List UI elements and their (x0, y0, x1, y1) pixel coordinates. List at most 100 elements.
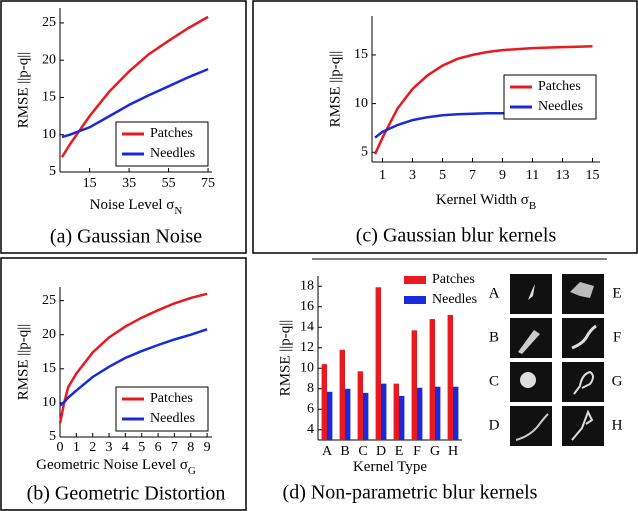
x-tick-label: F (413, 444, 421, 459)
y-tick-label: 5 (49, 429, 56, 444)
y-tick-label: 6 (307, 401, 314, 416)
y-tick-label: 5 (49, 164, 56, 179)
x-axis-label: Geometric Noise Level σG (36, 457, 196, 476)
legend-label: Needles (432, 292, 477, 307)
bar (412, 330, 417, 440)
legend-label: Needles (150, 146, 195, 161)
kernel-label: C (489, 373, 499, 389)
x-tick-label: 6 (155, 440, 162, 455)
bar (327, 392, 332, 440)
x-axis-label-main: Kernel Type (353, 459, 427, 475)
x-tick-label: 3 (106, 440, 113, 455)
kernel-label: A (489, 285, 500, 301)
y-axis-label: RMSE ||p-q|| (327, 51, 343, 128)
y-tick-label: 8 (307, 381, 314, 396)
kernel-label: H (612, 417, 623, 433)
bar (363, 393, 368, 440)
y-tick-label: 25 (42, 15, 56, 30)
y-tick-label: 5 (361, 144, 368, 159)
kernel-label: E (612, 285, 621, 301)
x-axis-label-main: Geometric Noise Level σ (36, 457, 188, 473)
legend-label: Needles (538, 99, 583, 114)
y-tick-label: 15 (42, 361, 56, 376)
y-tick-label: 10 (42, 127, 56, 142)
kernel-label: D (489, 417, 500, 433)
legend-label: Patches (150, 391, 193, 406)
x-tick-label: 7 (469, 168, 476, 183)
kernel-label: B (489, 329, 499, 345)
x-axis-label: Noise Level σN (90, 197, 183, 216)
panel-frame (253, 1, 637, 253)
bar (394, 384, 399, 440)
bar (376, 287, 381, 440)
x-tick-label: C (358, 444, 367, 459)
x-tick-label: H (448, 444, 458, 459)
x-tick-label: 4 (122, 440, 129, 455)
x-tick-label: 1 (73, 440, 80, 455)
x-tick-label: G (430, 444, 440, 459)
x-tick-label: 5 (439, 168, 446, 183)
x-tick-label: 8 (187, 440, 194, 455)
x-axis-label-main: Noise Level σ (90, 197, 175, 213)
caption: (a) Gaussian Noise (50, 226, 202, 248)
kernel-image (520, 372, 536, 388)
y-tick-label: 20 (42, 327, 56, 342)
x-tick-label: 15 (586, 168, 600, 183)
x-tick-label: 9 (204, 440, 211, 455)
x-tick-label: 15 (83, 176, 97, 191)
y-tick-label: 15 (354, 47, 368, 62)
x-tick-label: 11 (526, 168, 539, 183)
x-tick-label: 7 (171, 440, 178, 455)
y-tick-label: 16 (300, 299, 314, 314)
y-tick-label: 15 (42, 90, 56, 105)
bar (430, 319, 435, 440)
caption: (c) Gaussian blur kernels (356, 225, 557, 247)
bar (340, 350, 345, 440)
x-tick-label: E (395, 444, 404, 459)
bar (399, 396, 404, 440)
x-tick-label: A (322, 444, 333, 459)
kernel-label: G (612, 373, 623, 389)
bar (358, 371, 363, 440)
legend-label: Patches (150, 126, 193, 141)
legend-label: Needles (150, 411, 195, 426)
y-tick-label: 10 (42, 395, 56, 410)
legend-label: Patches (432, 272, 475, 287)
x-axis-label-sub: G (188, 465, 196, 477)
x-tick-label: 2 (89, 440, 96, 455)
y-tick-label: 14 (300, 319, 314, 334)
y-axis-label: RMSE ||p-q|| (15, 324, 31, 401)
x-tick-label: 1 (379, 168, 386, 183)
kernel-image (562, 362, 604, 402)
y-axis-label: RMSE ||p-q|| (277, 320, 293, 397)
bar (417, 388, 422, 440)
kernel-label: F (613, 329, 621, 345)
kernel-images (510, 274, 604, 446)
x-tick-label: D (376, 444, 386, 459)
x-axis-label-main: Kernel Width σ (436, 192, 529, 208)
bar (453, 387, 458, 440)
x-tick-label: 0 (57, 440, 64, 455)
kernel-image (562, 318, 604, 358)
y-tick-label: 25 (42, 293, 56, 308)
bar (435, 387, 440, 440)
y-tick-label: 10 (354, 96, 368, 111)
x-tick-label: 75 (201, 176, 215, 191)
x-axis-label-sub: N (174, 205, 182, 217)
caption: (d) Non-parametric blur kernels (283, 482, 538, 504)
y-axis-label: RMSE ||p-q|| (15, 52, 31, 129)
x-tick-label: 35 (122, 176, 136, 191)
x-axis-label: Kernel Width σB (436, 192, 536, 211)
bar (345, 389, 350, 440)
y-tick-label: 12 (300, 340, 314, 355)
x-axis-label: Kernel Type (353, 459, 427, 475)
x-tick-label: 9 (499, 168, 506, 183)
y-tick-label: 18 (300, 278, 314, 293)
x-axis-label-sub: B (529, 200, 536, 212)
y-tick-label: 10 (300, 360, 314, 375)
y-tick-label: 20 (42, 52, 56, 67)
x-tick-label: 13 (556, 168, 570, 183)
x-tick-label: 5 (138, 440, 145, 455)
figure: (a) Gaussian Noise RMSE ||p-q|| Noise Leve… (0, 0, 638, 511)
x-tick-label: B (340, 444, 349, 459)
